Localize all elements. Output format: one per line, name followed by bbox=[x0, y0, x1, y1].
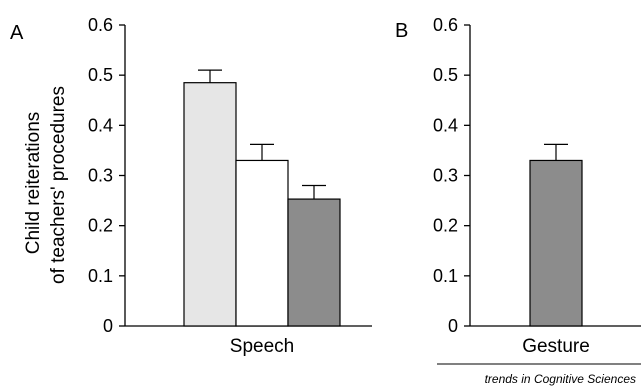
panel-a-y-tick-label: 0.4 bbox=[88, 115, 113, 135]
panel-a-y-tick-label: 0.6 bbox=[88, 15, 113, 35]
panel-b-y-tick-label: 0.5 bbox=[433, 65, 458, 85]
panel-b-y-tick-label: 0.1 bbox=[433, 266, 458, 286]
panel-b-letter: B bbox=[395, 20, 408, 42]
y-axis-label-line-1: Child reiterations bbox=[23, 112, 44, 255]
panel-a-letter: A bbox=[10, 22, 24, 44]
panel-b-x-category-label: Gesture bbox=[522, 336, 590, 357]
panel-b-y-tick-label: 0.3 bbox=[433, 166, 458, 186]
panel-a-bar bbox=[287, 198, 341, 327]
panel-b-y-tick-label: 0.6 bbox=[433, 15, 458, 35]
panel-a-bar bbox=[235, 159, 289, 327]
panel-b-bar bbox=[529, 159, 583, 327]
panel-b-y-tick-label: 0.4 bbox=[433, 115, 458, 135]
panel-a-y-tick-label: 0 bbox=[103, 316, 113, 336]
y-axis-label-line-2: of teachers' procedures bbox=[48, 86, 69, 284]
panel-a-y-tick-label: 0.3 bbox=[88, 166, 113, 186]
source-credit: trends in Cognitive Sciences bbox=[485, 372, 636, 386]
panel-b-y-tick-label: 0 bbox=[448, 316, 458, 336]
panel-a-y-tick-label: 0.2 bbox=[88, 216, 113, 236]
panel-b-y-tick-label: 0.2 bbox=[433, 216, 458, 236]
panel-a-y-tick-label: 0.1 bbox=[88, 266, 113, 286]
panel-a-bar bbox=[183, 82, 237, 327]
panel-a-x-category-label: Speech bbox=[230, 336, 294, 357]
panel-a-y-tick-label: 0.5 bbox=[88, 65, 113, 85]
